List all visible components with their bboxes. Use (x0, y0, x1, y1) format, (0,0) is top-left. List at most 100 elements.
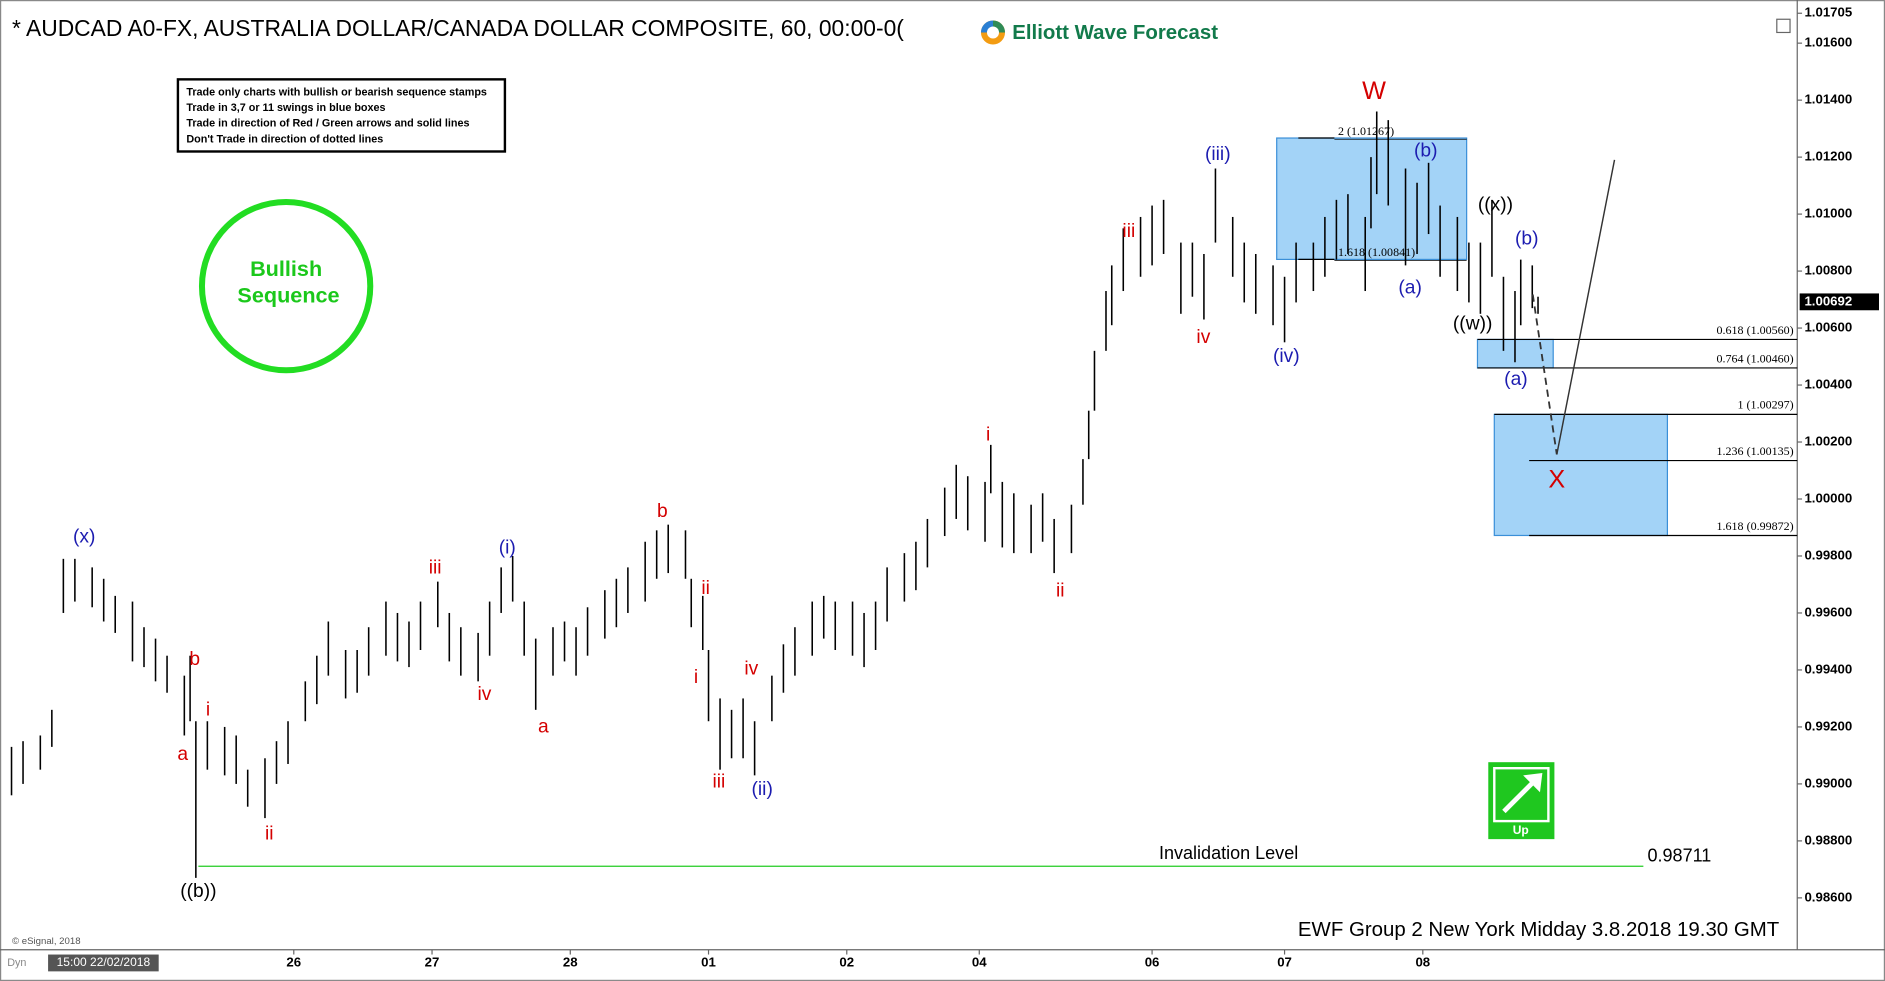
y-tick-label: 0.99200 (1804, 718, 1852, 733)
start-box (48, 954, 159, 972)
y-tick-label: 1.01200 (1804, 149, 1852, 164)
x-tick-label: 08 (1415, 954, 1430, 969)
x-tick-label: 07 (1277, 954, 1292, 969)
y-tick-label: 1.00600 (1804, 320, 1852, 335)
price-bars (10, 111, 1644, 878)
y-tick-label: 0.99000 (1804, 775, 1852, 790)
logo-center (986, 26, 1000, 39)
x-tick-label: 27 (425, 954, 440, 969)
y-tick-label: 1.00800 (1804, 263, 1852, 278)
x-tick-label: 06 (1145, 954, 1160, 969)
wave-label: X (1548, 466, 1565, 494)
wave-label: a (538, 716, 549, 737)
wave-label: iii (1122, 221, 1135, 242)
wave-label: i (694, 667, 698, 688)
wave-label: b (657, 501, 668, 522)
y-tick-label: 1.01400 (1804, 92, 1852, 107)
x-tick-label: 26 (286, 954, 301, 969)
y-tick-label: 1.01000 (1804, 206, 1852, 221)
wave-label: ii (265, 823, 274, 844)
badge-ring (198, 198, 374, 374)
y-tick-label: 0.99600 (1804, 604, 1852, 619)
wave-label: ii (1056, 581, 1065, 602)
y-tick-label: 1.01600 (1804, 35, 1852, 50)
brand-logo: Elliott Wave Forecast (980, 20, 1218, 45)
y-tick-label: 1.00400 (1804, 377, 1852, 392)
wave-label: ((w)) (1453, 314, 1492, 335)
up-signal: Up (1488, 762, 1555, 840)
fib-label: 1.618 (1.00841) (1338, 245, 1415, 259)
wave-label: i (986, 424, 990, 445)
window-icon[interactable] (1776, 18, 1791, 34)
x-tick-label: 28 (563, 954, 578, 969)
footer: EWF Group 2 New York Midday 3.8.2018 19.… (1298, 919, 1779, 941)
y-tick-label: 0.99400 (1804, 661, 1852, 676)
signal-text: Up (1513, 823, 1529, 837)
x-tick-label: 01 (701, 954, 716, 969)
projection-dashed (1531, 294, 1558, 455)
wave-label: (i) (499, 537, 516, 558)
rules-frame (176, 78, 507, 153)
wave-label: (a) (1398, 278, 1422, 299)
brand-name: Elliott Wave Forecast (1012, 22, 1218, 44)
chart-title: * AUDCAD A0-FX, AUSTRALIA DOLLAR/CANADA … (12, 15, 904, 41)
y-tick-label: 1.00000 (1804, 491, 1852, 506)
badge-text: Bullish (250, 256, 322, 281)
fib-label: 0.618 (1.00560) (1717, 323, 1794, 337)
fib-zone (1493, 413, 1669, 537)
rule: Trade in 3,7 or 11 swings in blue boxes (186, 102, 385, 114)
wave-label: b (189, 649, 200, 670)
y-tick-label: 0.99800 (1804, 547, 1852, 562)
wave-label: (b) (1515, 228, 1539, 249)
rule: Trade in direction of Red / Green arrows… (186, 118, 469, 130)
badge-text: Sequence (237, 283, 339, 308)
y-tick-label: 0.98800 (1804, 832, 1852, 847)
x-tick-label: 02 (839, 954, 854, 969)
signal-box (1488, 762, 1555, 840)
y-tick-label: 1.00200 (1804, 434, 1852, 449)
bullish-badge: Bullish Sequence (198, 198, 374, 374)
fib-label: 1 (1.00297) (1738, 398, 1794, 412)
wave-label: (a) (1504, 369, 1527, 390)
rule: Don't Trade in direction of dotted lines (186, 133, 383, 145)
mode-label: Dyn (7, 957, 26, 969)
rules-box: Trade only charts with bullish or bearis… (176, 78, 507, 153)
x-tick-label: 04 (972, 954, 987, 969)
wave-label: ii (701, 578, 710, 599)
wave-labels: Invalidation Level 0.98711(x)bia((b))iiii… (73, 77, 1711, 902)
signal-inner (1493, 766, 1550, 823)
y-tick-label: 0.98600 (1804, 889, 1852, 904)
wave-label: a (177, 744, 188, 765)
wave-label: (ii) (752, 779, 773, 800)
wave-label: ((x)) (1478, 195, 1513, 216)
last-price-tag (1799, 293, 1879, 311)
wave-label: i (206, 700, 210, 721)
wave-label: W (1362, 77, 1386, 105)
copyright: © eSignal, 2018 (12, 936, 81, 947)
wave-label: ((b)) (180, 881, 216, 902)
wave-label: (iii) (1205, 144, 1231, 165)
fib-label: 1.618 (0.99872) (1717, 519, 1794, 533)
zones: 2 (1.01267) 1.618 (1.00841) 0.618 (1.00560… (1276, 124, 1798, 537)
wave-label: (iv) (1273, 346, 1300, 367)
fib-label: 0.764 (1.00460) (1717, 351, 1794, 365)
start-label: 15:00 22/02/2018 (57, 955, 151, 969)
invalidation-label: Invalidation Level (1159, 843, 1298, 863)
fib-label: 2 (1.01267) (1338, 124, 1394, 138)
last-price-label: 1.00692 (1804, 293, 1852, 308)
fib-label: 1.236 (1.00135) (1717, 444, 1794, 458)
wave-label: iv (744, 659, 758, 680)
y-tick-label: 1.01705 (1804, 5, 1852, 20)
wave-label: iii (429, 558, 442, 579)
wave-label: (x) (73, 526, 95, 547)
wave-label: iv (1196, 327, 1210, 348)
signal-arrowhead (1523, 773, 1543, 793)
rule: Trade only charts with bullish or bearis… (186, 86, 487, 98)
projection-solid (1556, 159, 1616, 455)
wave-label: iii (712, 772, 725, 793)
axes: 0.98600 0.98800 0.99000 0.99200 0.99400 0.996… (286, 5, 1879, 969)
wave-label: iv (478, 684, 492, 705)
